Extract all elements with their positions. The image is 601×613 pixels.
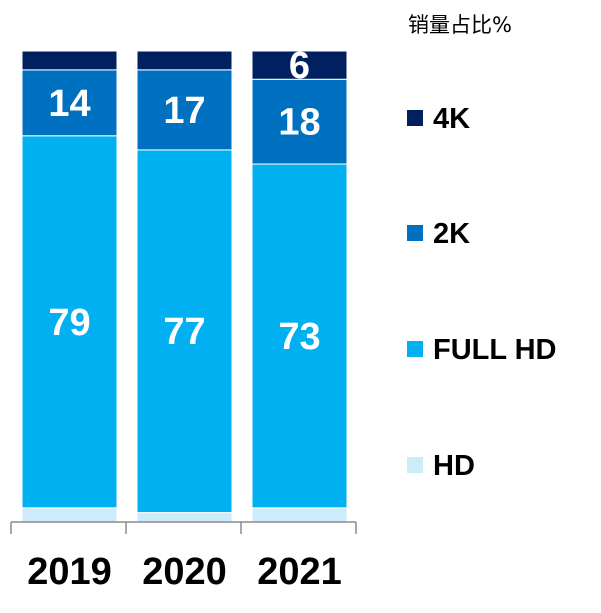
legend-swatch-full-hd <box>407 341 423 357</box>
bar-segment-full-hd-2019 <box>21 135 118 509</box>
data-label: 18 <box>278 102 320 144</box>
x-tick-label: 2019 <box>27 551 112 593</box>
x-tick-label: 2020 <box>142 551 227 593</box>
bar-segment-hd-2021 <box>251 507 348 523</box>
legend-swatch-4k <box>407 110 423 126</box>
bar-segment-4k-2021 <box>251 50 348 80</box>
bar-segment-2k-2020 <box>136 69 233 151</box>
data-label: 77 <box>163 311 205 353</box>
data-label: 17 <box>163 90 205 132</box>
bar-segment-full-hd-2021 <box>251 163 348 509</box>
data-label: 73 <box>278 316 320 358</box>
legend-swatch-2k <box>407 225 423 241</box>
legend: 4K 2K FULL HD HD <box>407 103 557 482</box>
x-tick-label: 2021 <box>257 551 342 593</box>
bar-segment-hd-2019 <box>21 507 118 523</box>
unit-label: 销量占比% <box>408 13 512 37</box>
bars-group: 79 14 77 17 73 18 6 <box>21 45 348 523</box>
bar-segment-2k-2019 <box>21 69 118 137</box>
bar-segment-4k-2020 <box>136 50 233 71</box>
x-axis <box>10 521 357 534</box>
bar-segment-2k-2021 <box>251 78 348 165</box>
bar-segment-hd-2020 <box>136 512 233 523</box>
bar-segment-4k-2019 <box>21 50 118 71</box>
legend-label-4k: 4K <box>433 103 470 135</box>
data-label: 14 <box>48 83 90 125</box>
legend-swatch-hd <box>407 457 423 473</box>
data-label: 79 <box>48 302 90 344</box>
legend-label-2k: 2K <box>433 218 470 250</box>
x-tick-labels: 2019 2020 2021 <box>27 551 342 593</box>
legend-label-hd: HD <box>433 450 475 482</box>
data-label: 6 <box>289 45 310 87</box>
legend-label-full-hd: FULL HD <box>433 334 557 366</box>
